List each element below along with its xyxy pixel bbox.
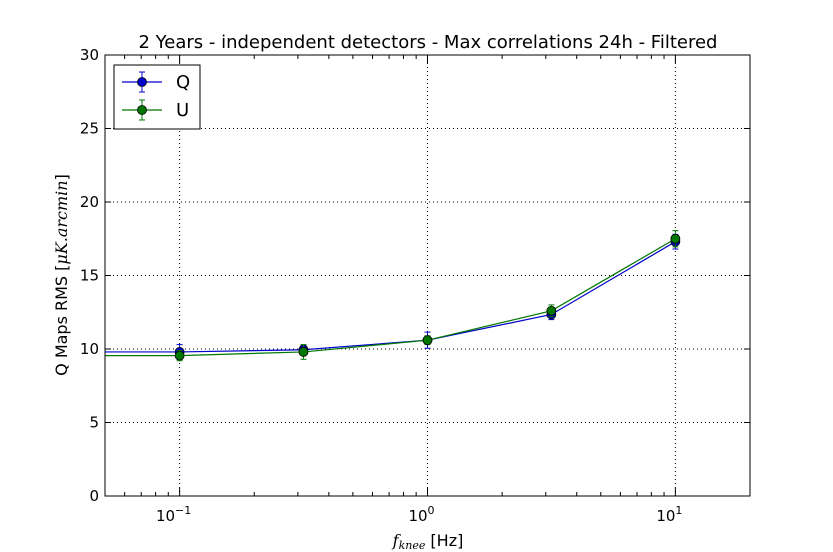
data-point-U <box>546 305 557 316</box>
grid <box>105 55 750 496</box>
data-point-U <box>670 233 681 244</box>
legend-marker-U <box>137 105 147 115</box>
x-tick-label: 100 <box>408 504 434 525</box>
x-tick-label: 10−1 <box>156 504 191 525</box>
y-tick-label: 25 <box>80 120 99 138</box>
legend-marker-Q <box>137 77 147 87</box>
data-point-U <box>174 350 185 361</box>
legend-frame <box>113 64 201 130</box>
data-point-U <box>298 347 309 357</box>
y-tick-label: 0 <box>89 487 99 505</box>
chart-title: 2 Years - independent detectors - Max co… <box>139 32 718 53</box>
y-tick-label: 15 <box>80 267 99 285</box>
y-tick-label: 20 <box>80 193 99 211</box>
legend: QU <box>113 64 201 130</box>
plot-series <box>105 230 681 362</box>
y-tick-label: 10 <box>80 340 99 358</box>
series-line-U <box>105 238 676 357</box>
legend-items: QU <box>122 71 190 121</box>
series-line-Q <box>105 241 676 353</box>
legend-label-Q: Q <box>176 72 190 93</box>
y-axis-label: Q Maps RMS [μK.arcmin] <box>52 174 71 376</box>
data-point-U <box>422 335 433 346</box>
x-tick-label: 101 <box>656 504 682 525</box>
y-tick-label: 30 <box>80 46 99 64</box>
x-axis-label: fknee [Hz] <box>392 531 464 552</box>
axis-ticks: 0 5 10 15 20 25 30 10−1 100 101 <box>80 46 750 525</box>
legend-label-U: U <box>176 100 189 121</box>
y-tick-label: 5 <box>89 414 99 432</box>
